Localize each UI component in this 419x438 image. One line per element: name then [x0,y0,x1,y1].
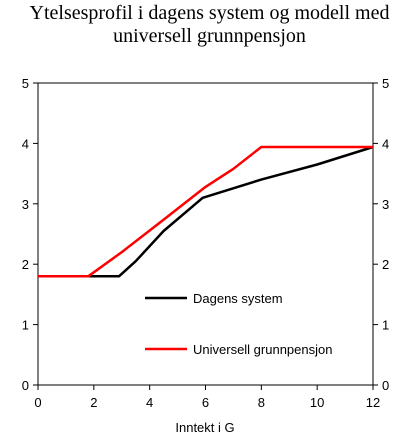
series-line-universell-grunnpensjon [38,145,373,278]
y-right-tick-label-1: 1 [382,318,389,333]
x-axis-label: Inntekt i G [175,420,234,435]
x-tick-label-4: 8 [258,395,265,410]
y-left-tick-label-2: 2 [22,257,29,272]
y-axis-left: 0 1 2 3 4 5 [22,76,38,393]
y-right-tick-label-3: 3 [382,197,389,212]
chart-title: Ytelsesprofil i dagens system og modell … [0,2,419,48]
x-axis: 0 2 4 6 8 10 12 [34,385,380,410]
series-line-dagens-system [38,145,374,278]
chart-title-line-1: Ytelsesprofil i dagens system og modell … [29,2,390,24]
legend: Dagens system Universell grunnpensjon [145,291,332,357]
y-left-tick-label-5: 5 [22,76,29,91]
y-right-tick-label-5: 5 [382,76,389,91]
x-tick-label-5: 10 [310,395,324,410]
x-tick-label-0: 0 [34,395,41,410]
plot-area-frame [37,82,374,386]
x-tick-label-2: 4 [146,395,153,410]
y-right-tick-label-2: 2 [382,257,389,272]
chart-title-line-2: universell grunnpensjon [113,25,306,47]
legend-label-universell-grunnpensjon: Universell grunnpensjon [193,342,332,357]
y-left-tick-label-1: 1 [22,318,29,333]
y-axis-right: 0 1 2 3 4 5 [373,76,389,393]
y-left-tick-label-0: 0 [22,378,29,393]
x-tick-label-3: 6 [202,395,209,410]
y-left-tick-label-3: 3 [22,197,29,212]
series-layer [38,145,374,278]
y-left-tick-label-4: 4 [22,136,29,151]
y-right-tick-label-0: 0 [382,378,389,393]
x-tick-label-1: 2 [90,395,97,410]
y-right-tick-label-4: 4 [382,136,389,151]
legend-label-dagens-system: Dagens system [193,291,283,306]
x-tick-label-6: 12 [366,395,380,410]
